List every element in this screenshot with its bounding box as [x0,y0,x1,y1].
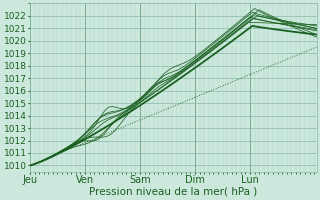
X-axis label: Pression niveau de la mer( hPa ): Pression niveau de la mer( hPa ) [89,187,257,197]
